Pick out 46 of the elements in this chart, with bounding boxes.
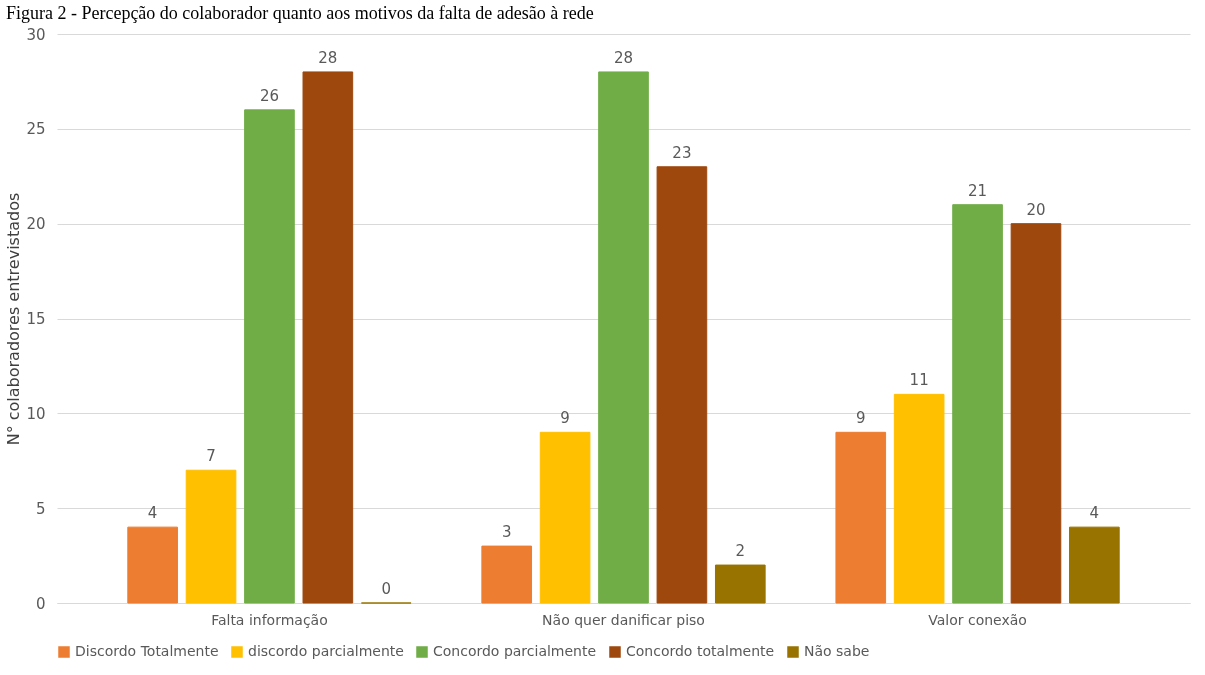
data-label: 26 [259,86,279,105]
data-label: 23 [672,143,692,162]
bar [835,431,887,604]
legend-label: Discordo Totalmente [75,643,219,659]
x-tick-label: Não quer danificar piso [542,611,705,628]
bar [1069,526,1120,604]
y-axis-title: N° colaboradores entrevistados [4,192,24,446]
legend-label: Concordo parcialmente [433,643,597,659]
bar [244,109,295,604]
data-label: 4 [1089,504,1100,523]
bar [714,564,766,604]
y-tick-label: 5 [35,499,46,518]
bar [481,545,533,604]
data-label: 2 [735,542,746,561]
bar [893,393,945,604]
data-label: 20 [1026,200,1046,219]
y-tick-label: 25 [26,120,46,139]
y-tick-label: 30 [26,25,46,44]
data-label: 11 [909,371,929,390]
x-tick-label: Valor conexão [928,611,1027,628]
y-tick-label: 0 [35,594,46,613]
data-label: 28 [318,48,338,67]
y-tick-label: 15 [26,310,46,328]
bar [598,71,649,604]
x-tick-label: Falta informação [211,611,328,628]
y-tick-label: 10 [26,404,46,423]
data-label: 7 [206,447,216,466]
bar [539,431,591,604]
y-tick-label: 20 [26,215,46,234]
data-label: 3 [501,523,512,542]
data-label: 28 [613,48,634,67]
bar [1010,223,1062,604]
legend-label: Concordo totalmente [626,643,775,659]
data-label: 21 [968,181,988,200]
bar [185,469,237,604]
legend-label: discordo parcialmente [248,643,404,659]
chart-title: Figura 2 - Percepção do colaborador quanto aos motivos da falta de adesão à rede [5,3,594,23]
data-label: 9 [560,409,570,428]
bar [656,166,708,604]
legend-label: Não sabe [804,643,870,659]
bar [302,71,354,604]
data-label: 9 [855,409,866,428]
data-label: 0 [381,580,392,598]
data-label: 4 [147,504,158,523]
bar [127,526,178,604]
bar [952,204,1003,604]
